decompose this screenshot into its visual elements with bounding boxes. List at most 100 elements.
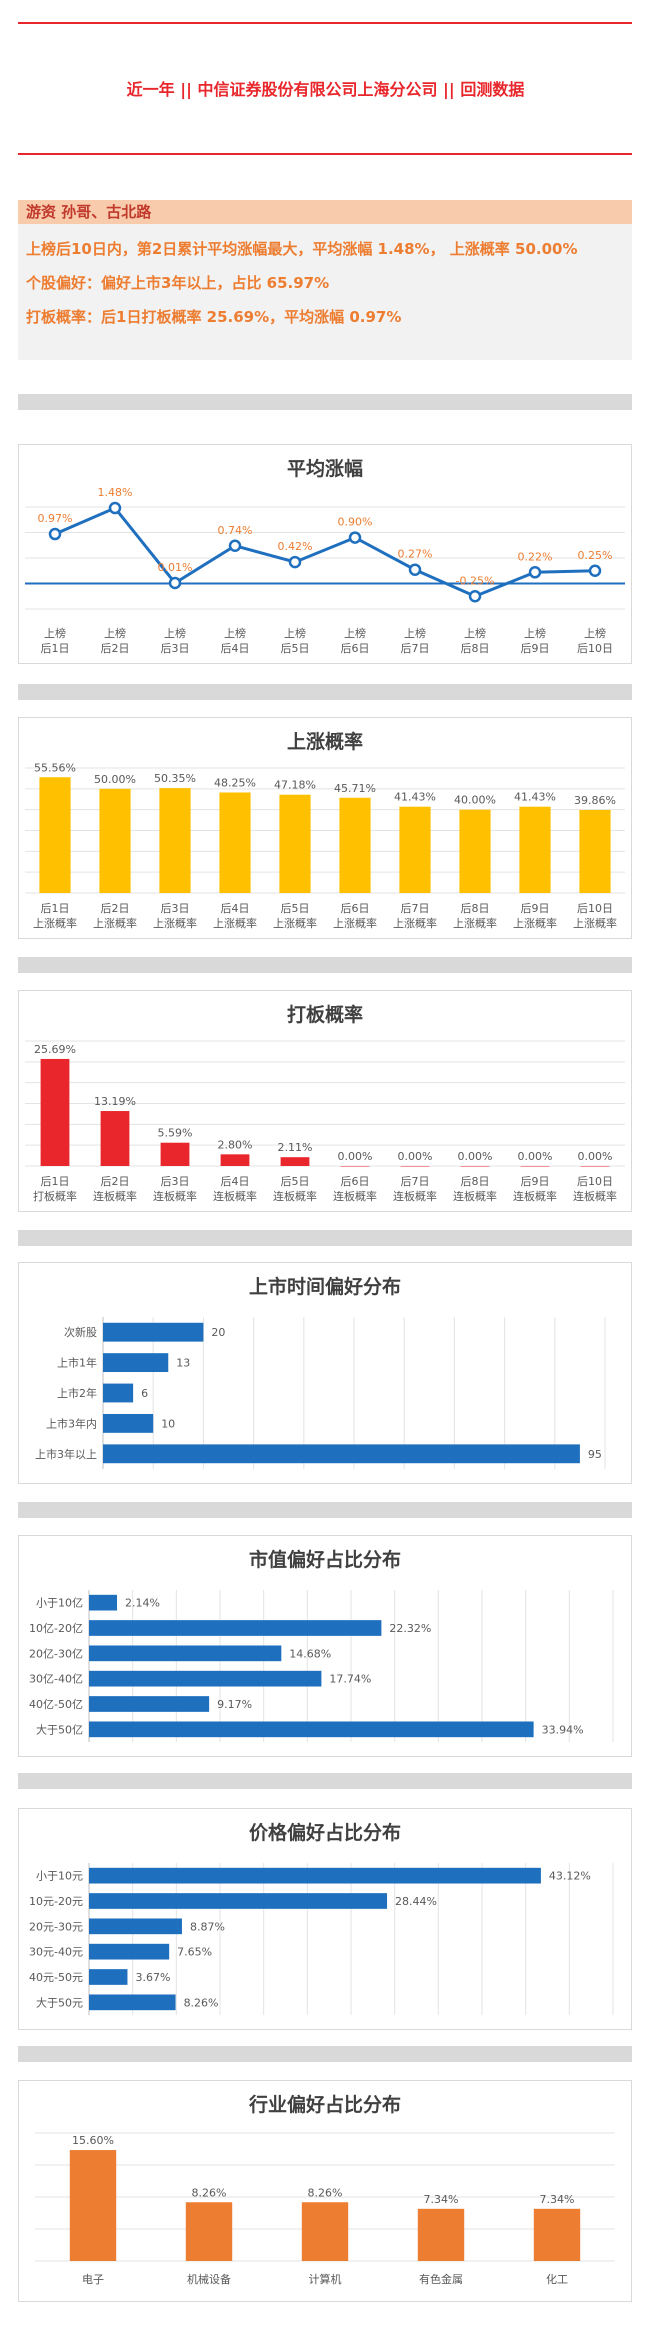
x-tick-label: 连板概率 [453, 1189, 497, 1203]
x-tick-label: 上涨概率 [333, 916, 377, 930]
x-tick-label: 后7日 [401, 642, 430, 655]
x-tick-label: 后6日 [341, 642, 370, 655]
summary-line-2: 个股偏好：偏好上市3年以上，占比 65.97% [26, 274, 330, 292]
bar-6 [89, 1994, 176, 2011]
section-divider [18, 1502, 632, 1518]
data-label-4: 2.80% [218, 1138, 253, 1151]
bar-2 [103, 1353, 169, 1373]
x-tick-label: 上涨概率 [273, 916, 317, 930]
data-label-1: 55.56% [34, 761, 76, 774]
data-label-4: 7.65% [177, 1946, 212, 1959]
industry-chart-card: 行业偏好占比分布 15.60% 电子 8.26% 机械设备 8.26% 计算机 7.34% 有色… [18, 2080, 632, 2302]
x-tick-label: 后3日 [161, 642, 190, 655]
bar-1 [40, 1058, 70, 1166]
data-label-2: 1.48% [98, 486, 133, 499]
x-tick-label: 后2日 [101, 902, 130, 915]
bar-4 [417, 2208, 465, 2261]
y-tick-label: 大于50亿 [36, 1722, 83, 1736]
bar-4 [103, 1413, 154, 1433]
data-label-3: 5.59% [158, 1127, 193, 1140]
chart-title: 行业偏好占比分布 [248, 2093, 401, 2116]
data-point-10 [588, 564, 602, 577]
bar-8 [459, 809, 491, 893]
bar-2 [99, 788, 131, 893]
y-tick-label: 10亿-20亿 [29, 1622, 83, 1635]
x-tick-label: 上涨概率 [453, 916, 497, 930]
x-tick-label: 上榜 [104, 626, 126, 640]
x-tick-label: 连板概率 [213, 1189, 257, 1203]
data-label-3: 6 [141, 1387, 148, 1400]
data-label-1: 20 [211, 1326, 225, 1339]
bar-2 [185, 2202, 233, 2261]
section-divider [18, 684, 632, 700]
data-label-4: 0.74% [218, 524, 253, 537]
x-tick-label: 连板概率 [153, 1189, 197, 1203]
bar-2 [100, 1111, 130, 1166]
data-label-10: 39.86% [574, 794, 616, 807]
data-label-5: 2.11% [278, 1141, 313, 1154]
bar-10 [579, 809, 611, 893]
bar-2 [89, 1620, 382, 1636]
bar-1 [89, 1867, 541, 1884]
section-divider [18, 2046, 632, 2062]
x-tick-label: 后10日 [577, 1175, 613, 1188]
x-tick-label: 后1日 [41, 642, 70, 655]
x-tick-label: 后2日 [101, 642, 130, 655]
listing-chart: 上市时间偏好分布 20 次新股 13 上市1年 6 上市2年 10 上市3年内 95 上市3年以上 [35, 1275, 606, 1469]
summary-line-3: 打板概率：后1日打板概率 25.69%，平均涨幅 0.97% [26, 308, 402, 326]
data-label-8: 0.00% [458, 1150, 493, 1163]
x-tick-label: 连板概率 [573, 1189, 617, 1203]
bar-1 [69, 2150, 117, 2261]
y-tick-label: 30元-40元 [29, 1946, 83, 1959]
y-tick-label: 10元-20元 [29, 1895, 83, 1908]
bar-7 [399, 806, 431, 893]
x-tick-label: 上榜 [224, 626, 246, 640]
data-label-2: 50.00% [94, 773, 136, 786]
y-tick-label: 40元-50元 [29, 1971, 83, 1984]
x-tick-label: 上涨概率 [573, 916, 617, 930]
data-label-10: 0.25% [578, 549, 613, 562]
x-tick-label: 上涨概率 [213, 916, 257, 930]
section-divider [18, 957, 632, 973]
y-tick-label: 上市3年内 [46, 1416, 97, 1430]
y-tick-label: 大于50元 [36, 1995, 83, 2009]
data-label-1: 0.97% [38, 512, 73, 525]
x-tick-label: 后8日 [461, 902, 490, 915]
bar-3 [301, 2202, 349, 2261]
x-tick-label: 上榜 [404, 626, 426, 640]
data-point-7 [408, 563, 422, 576]
x-tick-label: 后10日 [577, 902, 613, 915]
data-point-4 [228, 539, 242, 553]
x-tick-label: 有色金属 [419, 2272, 463, 2286]
x-tick-label: 后9日 [521, 902, 550, 915]
bar-1 [39, 777, 71, 893]
x-tick-label: 后6日 [341, 902, 370, 915]
data-label-1: 15.60% [72, 2134, 114, 2147]
x-tick-label: 上榜 [164, 626, 186, 640]
series-line [54, 506, 596, 598]
data-label-6: 45.71% [334, 782, 376, 795]
chart-title: 上市时间偏好分布 [249, 1275, 401, 1298]
x-tick-label: 后7日 [401, 1175, 430, 1188]
data-label-5: 3.67% [135, 1971, 170, 1984]
data-label-1: 2.14% [125, 1597, 160, 1610]
data-label-2: 22.32% [389, 1622, 431, 1635]
bar-5 [89, 1696, 210, 1712]
board-prob-chart-card: 打板概率 25.69% 后1日 打板概率 13.19% 后2日 连板概率 5.59% 后3日 连板… [18, 990, 632, 1212]
x-tick-label: 后3日 [161, 1175, 190, 1188]
bar-3 [159, 788, 191, 893]
bar-4 [89, 1943, 170, 1960]
page-title: 近一年 || 中信证券股份有限公司上海分公司 || 回测数据 [126, 80, 525, 99]
data-label-10: 0.00% [578, 1150, 613, 1163]
data-label-6: 0.00% [338, 1150, 373, 1163]
x-tick-label: 上榜 [44, 626, 66, 640]
bar-3 [89, 1918, 182, 1935]
section-divider [18, 1773, 632, 1789]
x-tick-label: 上榜 [584, 626, 606, 640]
y-tick-label: 上市3年以上 [35, 1447, 97, 1461]
x-tick-label: 后5日 [281, 902, 310, 915]
bar-6 [340, 1166, 370, 1167]
data-point-5 [288, 555, 302, 569]
data-label-4: 7.34% [424, 2193, 459, 2206]
